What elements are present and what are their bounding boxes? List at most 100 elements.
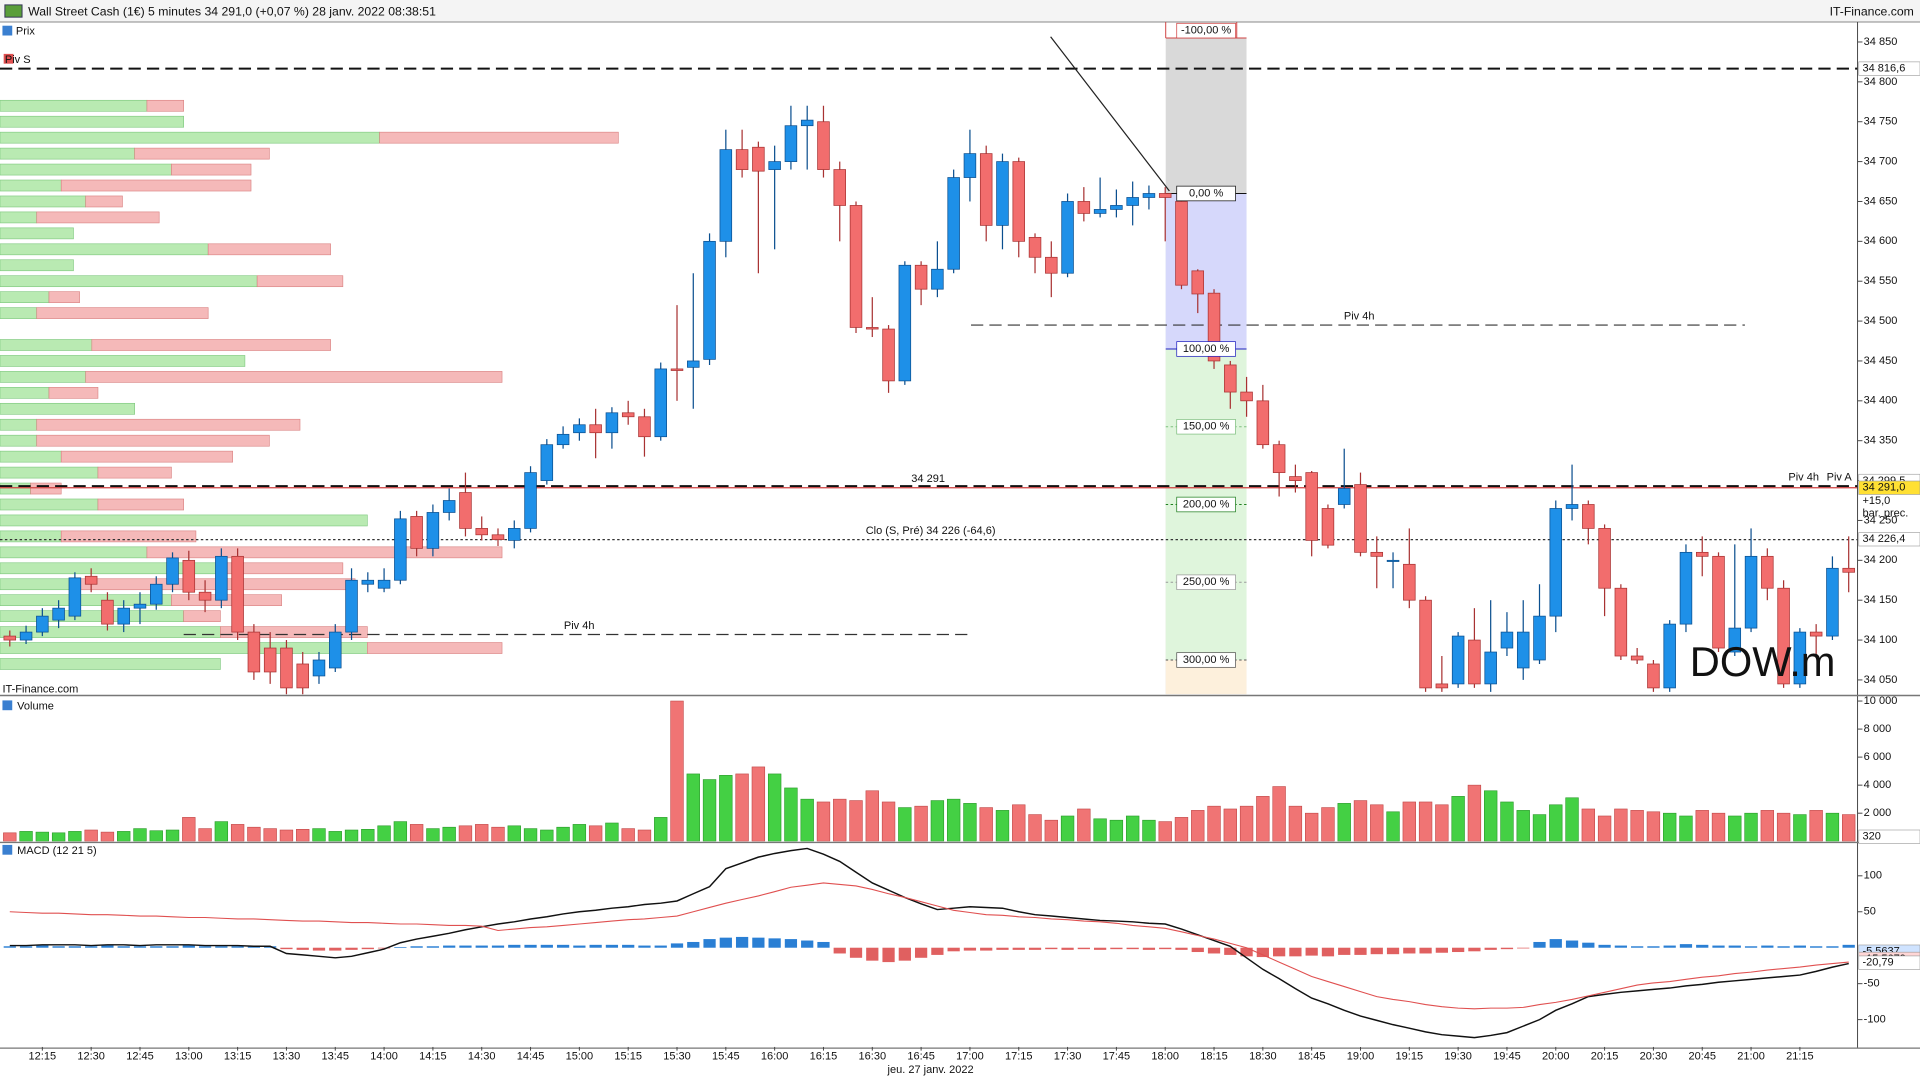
profile-sell [146, 99, 184, 112]
candle-body [394, 518, 407, 581]
volume-bar [475, 824, 489, 842]
x-tick-label: 15:30 [663, 1051, 691, 1063]
x-tick-label: 20:30 [1640, 1051, 1668, 1063]
candle-body [459, 492, 472, 529]
y-tick-label: 34 650 [1864, 195, 1898, 207]
histogram-bar [1045, 947, 1058, 950]
candle-body [1842, 567, 1855, 573]
volume-bar [702, 779, 717, 842]
candle-body [280, 647, 293, 689]
histogram-bar [1256, 947, 1269, 958]
histogram-bar [1533, 941, 1546, 948]
volume-bar [296, 829, 310, 842]
volume-bar [523, 828, 538, 842]
histogram-bar [198, 946, 212, 948]
profile-buy [0, 610, 184, 622]
histogram-bar [1647, 946, 1660, 948]
histogram-bar [1240, 947, 1253, 957]
volume-bar [605, 822, 619, 842]
volume-bar [979, 807, 993, 842]
profile-buy [0, 355, 246, 367]
candle-body [1451, 635, 1465, 685]
candle-body [1695, 551, 1709, 557]
candle-body [882, 328, 895, 382]
histogram-bar [1631, 946, 1644, 948]
x-tick-label: 21:15 [1786, 1051, 1814, 1063]
candle-body [1386, 559, 1400, 562]
histogram-bar [1452, 947, 1465, 953]
histogram-bar [1110, 947, 1123, 950]
volume-bar [1337, 803, 1351, 842]
y-tick-label: 50 [1864, 906, 1876, 918]
level-label: Piv 4h [1788, 471, 1819, 483]
candle-body [1663, 623, 1676, 689]
volume-bar [68, 831, 82, 842]
volume-bar [865, 790, 879, 842]
histogram-bar [491, 945, 505, 948]
badge-note: bar. prec. [1862, 507, 1908, 519]
value-badge [1858, 829, 1920, 844]
profile-buy [0, 147, 135, 160]
volume-bar [995, 810, 1010, 842]
volume-bar [556, 826, 570, 842]
x-axis-date: jeu. 27 janv. 2022 [887, 1064, 974, 1076]
x-tick-label: 15:45 [712, 1051, 740, 1063]
y-tick-label: 8 000 [1864, 723, 1892, 735]
candle-body [1370, 551, 1384, 557]
profile-buy [0, 642, 368, 654]
volume-bar [816, 801, 831, 842]
y-tick-label: 34 500 [1864, 315, 1898, 327]
macd-line [9, 847, 1849, 1039]
volume-bar [117, 831, 131, 842]
candle-body [3, 635, 17, 641]
fib-label: 100,00 % [1183, 343, 1230, 355]
candle-body [1175, 201, 1188, 286]
histogram-bar [3, 946, 16, 948]
candle-body [263, 647, 277, 673]
profile-buy [0, 514, 368, 527]
volume-bar [1370, 804, 1384, 842]
profile-buy [0, 450, 62, 463]
volume-bar [409, 824, 424, 842]
x-tick-label: 18:45 [1298, 1051, 1326, 1063]
level-label: Piv 4h [564, 620, 595, 632]
histogram-bar [1468, 947, 1481, 952]
histogram-bar [1142, 947, 1156, 950]
volume-bar [51, 832, 66, 842]
fib-label: 250,00 % [1183, 576, 1230, 588]
volume-bar [1597, 815, 1612, 842]
volume-bar [540, 829, 554, 842]
candle-body [1761, 555, 1774, 589]
histogram-bar [1175, 947, 1188, 950]
x-tick-label: 19:30 [1444, 1051, 1472, 1063]
candle-body [1191, 270, 1205, 295]
volume-bar [1500, 801, 1514, 842]
profile-buy [0, 658, 221, 670]
volume-bar [1435, 804, 1449, 842]
histogram-bar [687, 941, 700, 948]
x-tick-label: 16:15 [810, 1051, 838, 1063]
profile-sell [60, 179, 252, 192]
volume-bar [1679, 815, 1693, 842]
candle-body [1712, 555, 1725, 649]
candle-body [1744, 555, 1758, 629]
histogram-bar [101, 945, 114, 948]
histogram-bar [1842, 944, 1855, 948]
profile-sell [97, 466, 172, 479]
histogram-bar [735, 936, 749, 948]
y-tick-label: 6 000 [1864, 751, 1892, 763]
volume-bar [1825, 812, 1840, 842]
x-tick-label: 17:15 [1005, 1051, 1033, 1063]
x-tick-label: 14:30 [468, 1051, 496, 1063]
histogram-bar [1305, 947, 1318, 956]
level-label: Piv A [1827, 471, 1853, 483]
histogram-bar [817, 941, 830, 948]
profile-sell [73, 578, 356, 591]
volume-bar [1093, 818, 1107, 842]
volume-bar [1532, 814, 1547, 842]
volume-bar [377, 825, 391, 842]
histogram-bar [426, 946, 440, 948]
profile-buy [0, 466, 99, 479]
candle-body [1289, 476, 1302, 481]
volume-bar [133, 828, 147, 842]
